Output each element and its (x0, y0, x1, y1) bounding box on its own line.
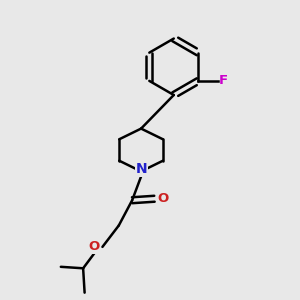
Text: O: O (158, 192, 169, 205)
Text: N: N (135, 162, 147, 176)
Text: O: O (89, 240, 100, 254)
Text: N: N (135, 162, 147, 176)
Text: F: F (219, 74, 228, 87)
